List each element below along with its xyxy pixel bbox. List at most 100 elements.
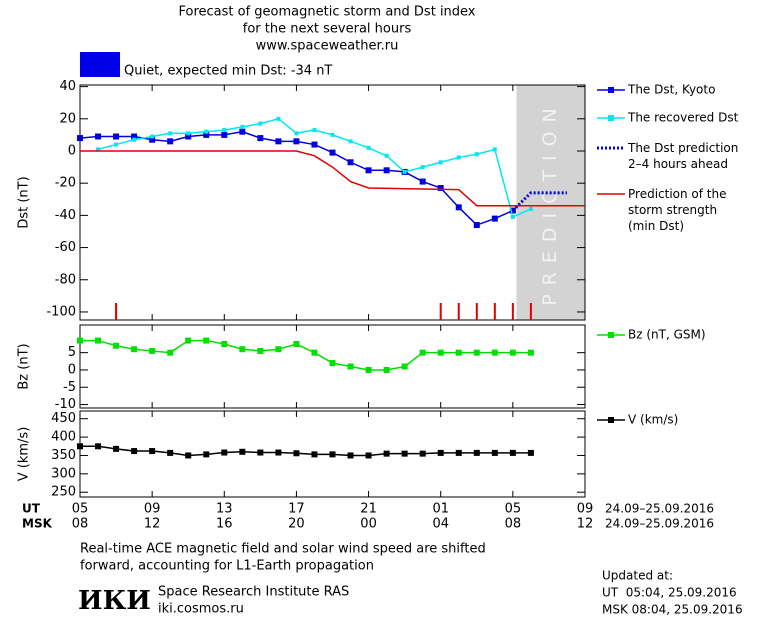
- series-line: [80, 150, 585, 207]
- series-marker: [293, 138, 300, 145]
- series-marker: [293, 341, 300, 348]
- y-tick-label: 400: [51, 430, 76, 445]
- x-tick-label: 17: [288, 502, 305, 517]
- x-tick-label: 08: [505, 517, 522, 532]
- series-marker: [420, 165, 425, 170]
- series-marker: [455, 449, 462, 456]
- plot-frame: [79, 324, 586, 409]
- series-marker: [132, 137, 137, 142]
- plot-frame: [79, 84, 586, 321]
- series-marker: [257, 449, 264, 456]
- x-row-dates: 24.09–25.09.2016: [605, 502, 714, 516]
- x-tick-label: 12: [144, 517, 161, 532]
- series-marker: [473, 222, 480, 229]
- series-marker: [150, 134, 155, 139]
- logo: ИКИ: [78, 586, 151, 616]
- series-marker: [312, 128, 317, 133]
- y-tick-label: -80: [55, 272, 76, 287]
- series-marker: [77, 443, 83, 450]
- status-text: Quiet, expected min Dst: -34 nT: [124, 64, 332, 79]
- y-tick-label: 450: [51, 411, 76, 426]
- series-marker: [491, 349, 498, 356]
- x-tick-label: 05: [505, 502, 522, 517]
- series-marker: [384, 153, 389, 158]
- series-marker: [473, 449, 480, 456]
- series-marker: [347, 363, 354, 370]
- series-marker: [240, 124, 245, 129]
- series-marker: [185, 337, 192, 344]
- legend-marker: [608, 87, 614, 93]
- institute: Space Research Institute RAS: [158, 585, 349, 600]
- y-tick-label: -10: [55, 397, 76, 412]
- series-marker: [419, 349, 426, 356]
- y-tick-label: 350: [51, 448, 76, 463]
- series-marker: [257, 347, 264, 354]
- updated-line: UT 05:04, 25.09.2016: [602, 586, 737, 600]
- series-marker: [258, 121, 263, 126]
- series-marker: [113, 445, 120, 452]
- series-marker: [365, 366, 372, 373]
- series-marker: [275, 138, 282, 145]
- series-marker: [347, 159, 354, 166]
- series-marker: [456, 155, 461, 160]
- series-marker: [131, 346, 138, 353]
- x-row-label: MSK: [22, 517, 53, 531]
- series-marker: [149, 347, 156, 354]
- legend-marker: [608, 332, 614, 338]
- x-tick-label: 21: [360, 502, 377, 517]
- series-marker: [438, 160, 443, 165]
- y-tick-label: 0: [68, 362, 76, 377]
- prediction-label: PREDICTION: [539, 99, 561, 306]
- series-line: [80, 339, 531, 371]
- legend-marker: [608, 115, 614, 121]
- series-marker: [329, 360, 336, 367]
- series-marker: [77, 135, 83, 142]
- series-marker: [203, 131, 210, 138]
- series-marker: [402, 169, 407, 174]
- series-marker: [527, 349, 534, 356]
- series-marker: [185, 452, 192, 459]
- legend-marker: [608, 417, 614, 423]
- legend-label: The recovered Dst: [627, 111, 739, 125]
- series-marker: [491, 215, 498, 222]
- x-tick-label: 16: [216, 517, 233, 532]
- series-marker: [329, 149, 336, 156]
- series-marker: [149, 448, 156, 455]
- plot-frame: [79, 410, 586, 498]
- series-marker: [527, 449, 534, 456]
- y-tick-label: 0: [68, 143, 76, 158]
- series-marker: [95, 337, 102, 344]
- series-marker: [347, 452, 354, 459]
- series-marker: [203, 337, 210, 344]
- updated-line: Updated at:: [602, 569, 673, 583]
- x-tick-label: 09: [144, 502, 161, 517]
- series-marker: [437, 349, 444, 356]
- x-tick-label: 09: [577, 502, 594, 517]
- series-marker: [492, 147, 497, 152]
- series-line: [511, 191, 567, 212]
- title-line: www.spaceweather.ru: [256, 39, 399, 54]
- prediction-region: [516, 85, 585, 320]
- legend-label: The Dst, Kyoto: [627, 83, 715, 97]
- series-marker: [311, 141, 318, 148]
- series-marker: [293, 450, 300, 457]
- updated-line: MSK 08:04, 25.09.2016: [602, 603, 743, 617]
- x-row-dates: 24.09–25.09.2016: [605, 517, 714, 531]
- series-marker: [239, 448, 246, 455]
- series-marker: [455, 204, 462, 211]
- series-marker: [276, 116, 281, 121]
- site: iki.cosmos.ru: [158, 602, 244, 617]
- series-marker: [383, 366, 390, 373]
- series-marker: [113, 342, 120, 349]
- note-line: forward, accounting for L1-Earth propaga…: [80, 559, 374, 574]
- x-tick-label: 01: [432, 502, 449, 517]
- series-marker: [257, 135, 264, 142]
- title-line: Forecast of geomagnetic storm and Dst in…: [178, 5, 475, 20]
- series-marker: [365, 452, 372, 459]
- series-line: [79, 130, 514, 226]
- series-marker: [131, 448, 138, 455]
- series-marker: [311, 451, 318, 458]
- y-tick-label: -5: [63, 380, 76, 395]
- x-tick-label: 08: [72, 517, 89, 532]
